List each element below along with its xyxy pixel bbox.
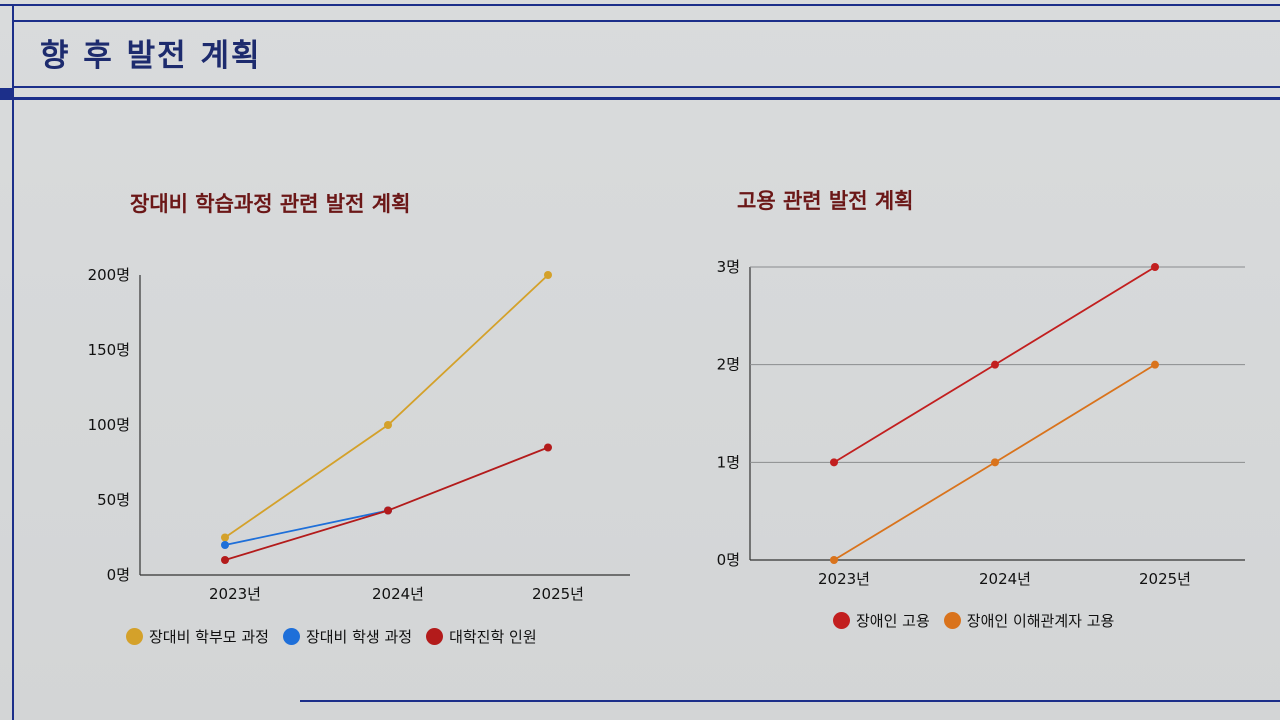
chart-1-x-tick-label: 2025년 xyxy=(532,585,584,603)
chart-2-y-tick-label: 0명 xyxy=(717,551,740,569)
chart-1-y-tick-label: 100명 xyxy=(88,416,130,434)
legend-dot-icon xyxy=(943,612,961,629)
legend-item: 장대비 학부모 과정 xyxy=(126,626,269,647)
legend-item: 장대비 학생 과정 xyxy=(282,626,413,647)
chart-2-plot: 0명 1명 2명 3명 2023년 2024년 2025년 xyxy=(717,258,1245,588)
chart-2-title: 고용 관련 발전 계획 xyxy=(737,189,914,213)
legend-label: 장애인 고용 xyxy=(856,612,930,630)
chart-1-y-tick-label: 150명 xyxy=(88,341,130,359)
chart-2-legend: 장애인 고용 장애인 이해관계자 고용 xyxy=(833,610,1114,631)
page-title: 향 후 발전 계획 xyxy=(40,38,262,74)
legend-item: 대학진학 인원 xyxy=(426,626,537,647)
chart-1-data-point xyxy=(384,421,392,429)
chart-2-data-point xyxy=(830,458,838,467)
chart-1-data-point xyxy=(544,271,552,279)
title-bar xyxy=(14,20,1280,88)
chart-2-data-point xyxy=(830,556,838,564)
legend-item: 장애인 이해관계자 고용 xyxy=(943,610,1115,631)
chart-1-plot: 0명 50명 100명 150명 200명 2023년 2024년 2025년 xyxy=(88,266,630,603)
chart-1-data-point xyxy=(544,443,552,452)
chart-2-data-point xyxy=(991,458,999,467)
chart-1-data-point xyxy=(221,533,229,542)
chart-1-title: 장대비 학습과정 관련 발전 계획 xyxy=(130,192,411,216)
chart-1-legend: 장대비 학부모 과정 장대비 학생 과정 대학진학 인원 xyxy=(126,626,537,647)
chart-1-data-point xyxy=(221,541,229,549)
frame-bottom-line xyxy=(300,700,1280,702)
legend-item: 장애인 고용 xyxy=(833,610,930,631)
chart-1-x-tick-label: 2024년 xyxy=(372,585,424,603)
chart-1-y-tick-label: 0명 xyxy=(107,566,130,584)
legend-dot-icon xyxy=(126,628,143,645)
chart-1-y-tick-label: 200명 xyxy=(88,266,130,284)
chart-2-x-tick-label: 2024년 xyxy=(979,570,1031,588)
chart-2-x-tick-label: 2023년 xyxy=(818,570,870,588)
frame-divider-line xyxy=(0,97,1280,100)
chart-2-x-tick-label: 2025년 xyxy=(1139,570,1191,588)
legend-label: 대학진학 인원 xyxy=(449,628,537,646)
chart-1-data-point xyxy=(384,506,392,515)
chart-1-y-tick-label: 50명 xyxy=(97,491,130,509)
chart-2-y-tick-label: 2명 xyxy=(717,356,740,374)
chart-2-y-tick-label: 3명 xyxy=(717,258,740,276)
chart-1-series-line xyxy=(224,509,389,546)
chart-2-data-point xyxy=(1151,263,1159,271)
legend-label: 장애인 이해관계자 고용 xyxy=(966,612,1115,630)
legend-label: 장대비 학부모 과정 xyxy=(149,628,269,646)
chart-1-data-point xyxy=(221,556,229,564)
frame-top-line xyxy=(0,4,1280,6)
chart-1-x-tick-label: 2023년 xyxy=(209,585,261,603)
chart-2-data-point xyxy=(1151,360,1159,369)
chart-2-y-tick-label: 1명 xyxy=(717,453,740,471)
legend-dot-icon xyxy=(833,612,850,629)
frame-left-line xyxy=(12,4,14,720)
legend-dot-icon xyxy=(282,628,300,645)
legend-label: 장대비 학생 과정 xyxy=(305,628,413,646)
legend-dot-icon xyxy=(426,628,444,645)
chart-2-data-point xyxy=(991,360,999,369)
